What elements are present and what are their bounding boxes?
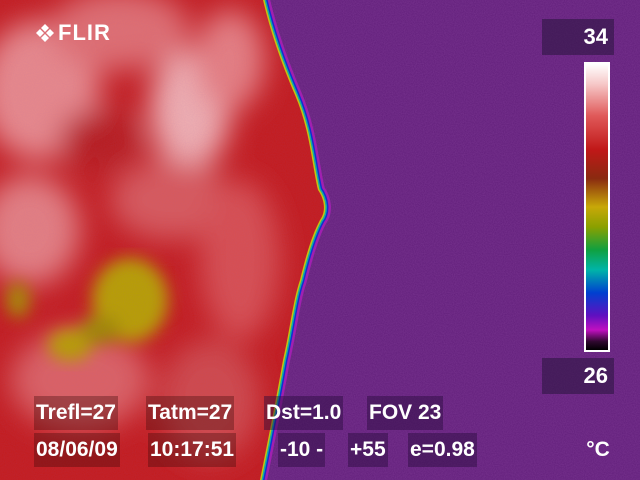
- date-label: 08/06/09: [34, 433, 120, 467]
- brand-name: FLIR: [58, 20, 111, 45]
- flir-logo-icon: [36, 24, 54, 42]
- scale-min-value: 26: [542, 358, 614, 394]
- temperature-colorbar: [584, 62, 610, 352]
- warm-body-region: [0, 0, 324, 480]
- distance-label: Dst=1.0: [264, 396, 344, 430]
- fov-label: FOV 23: [367, 396, 444, 430]
- parameters-row: Trefl=27 Tatm=27 Dst=1.0 FOV 23: [34, 396, 474, 430]
- scale-max-value: 34: [542, 19, 614, 55]
- range-high-label: +55: [348, 433, 388, 467]
- brand-logo: FLIR: [36, 22, 111, 44]
- trefl-label: Trefl=27: [34, 396, 118, 430]
- status-row: 08/06/09 10:17:51 -10 - +55 e=0.98: [34, 433, 504, 467]
- tatm-label: Tatm=27: [146, 396, 235, 430]
- temperature-unit: °C: [586, 438, 610, 461]
- time-label: 10:17:51: [148, 433, 237, 467]
- emissivity-label: e=0.98: [408, 433, 477, 467]
- range-low-label: -10 -: [278, 433, 326, 467]
